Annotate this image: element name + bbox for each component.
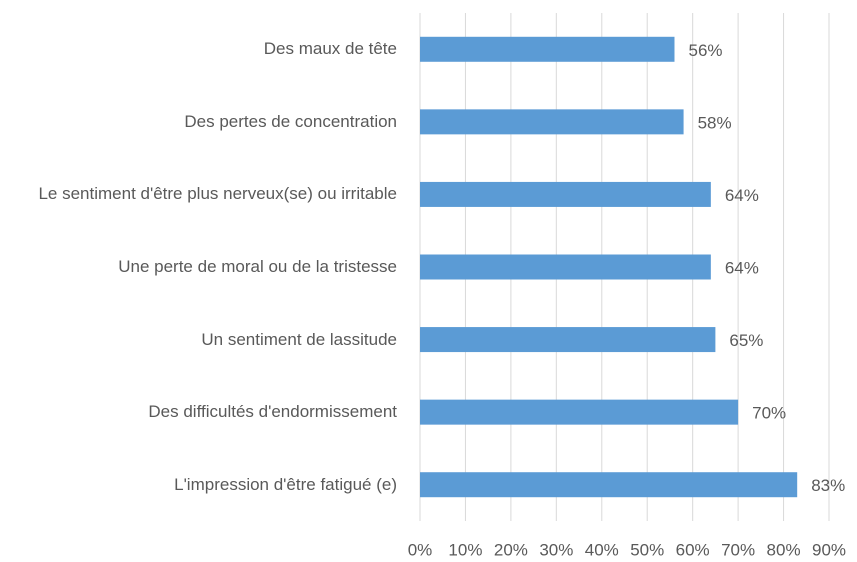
x-tick-label: 20% [494,540,528,559]
bar [420,181,711,207]
bar [420,327,716,353]
x-tick-label: 80% [767,540,801,559]
category-text: Une perte de moral ou de la tristesse [118,257,397,276]
category-text: Des pertes de concentration [184,111,397,131]
bar [420,36,675,62]
category-label: Des maux de tête [264,38,397,60]
x-tick-label: 10% [448,540,482,559]
x-tick-label: 0% [408,540,433,559]
x-tick-label: 70% [721,540,755,559]
x-tick-label: 90% [812,540,846,559]
category-label: Des difficultés d'endormissement [148,401,397,423]
value-label: 64% [725,186,759,205]
category-text: L'impression d'être fatigué (e) [174,474,397,494]
category-text: Des maux de tête [263,39,397,59]
x-tick-label: 50% [630,540,664,559]
bar [420,472,798,498]
bar [420,399,739,425]
category-label: Un sentiment de lassitude [201,329,397,351]
x-tick-label: 40% [585,540,619,559]
category-text: Des difficultés d'endormissement [148,402,397,422]
value-label: 64% [725,258,759,277]
category-label: Le sentiment d'être plus nerveux(se) ou … [38,183,397,205]
value-label: 65% [729,331,763,350]
category-label: Une perte de moral ou de la tristesse [118,256,397,278]
value-label: 58% [698,113,732,132]
value-label: 83% [811,476,845,495]
category-text: Le sentiment d'être plus nerveux(se) ou … [38,184,397,204]
x-tick-label: 60% [676,540,710,559]
category-label: Des pertes de concentration [184,111,397,133]
bar [420,109,684,135]
bar [420,254,711,280]
value-label: 70% [752,404,786,423]
category-text: Un sentiment de lassitude [201,329,397,349]
category-label: L'impression d'être fatigué (e) [174,474,397,496]
value-label: 56% [688,41,722,60]
x-tick-label: 30% [539,540,573,559]
